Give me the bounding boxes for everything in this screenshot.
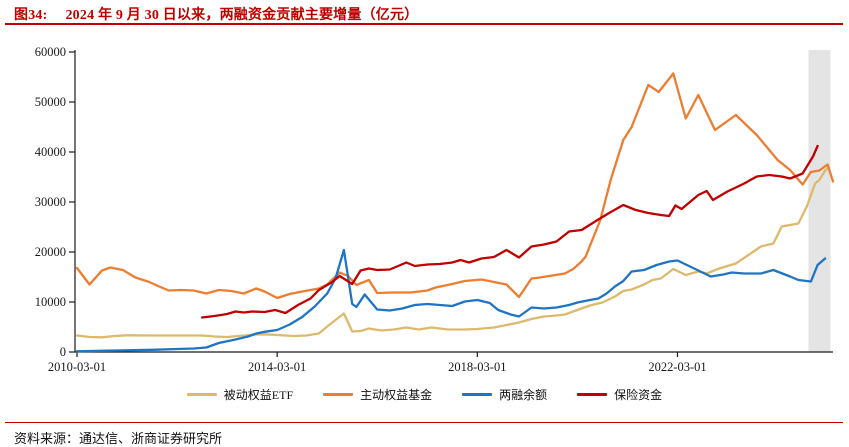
line-chart: 0 10000 20000 30000 40000 50000 60000 2010-03-0…	[35, 45, 835, 374]
series-line-passive-equity-etf	[75, 166, 830, 339]
highlight-band	[808, 50, 831, 352]
chart-legend: 被动权益ETF 主动权益基金 两融余额 保险资金	[0, 386, 849, 403]
y-axis-label: 40000	[35, 145, 66, 159]
y-axis-label: 10000	[35, 295, 66, 309]
legend-item-active-equity-fund: 主动权益基金	[323, 386, 432, 403]
legend-swatch-margin-balance	[462, 393, 493, 396]
legend-label-margin-balance: 两融余额	[499, 388, 548, 402]
source-divider-line	[5, 422, 843, 423]
source-note: 资料来源：通达信、浙商证券研究所	[14, 431, 223, 446]
x-axis-label: 2018-03-01	[448, 360, 506, 374]
x-axis-label: 2010-03-01	[48, 360, 106, 374]
legend-label-insurance-funds: 保险资金	[614, 388, 663, 402]
y-axis-label: 60000	[35, 45, 66, 59]
y-axis-label: 30000	[35, 195, 66, 209]
series-line-insurance-funds	[200, 144, 819, 319]
legend-swatch-active-equity-fund	[323, 393, 354, 396]
y-axis-label: 20000	[35, 245, 66, 259]
legend-swatch-passive-equity-etf	[186, 393, 217, 396]
figure-caption: 2024 年 9 月 30 日以来，两融资金贡献主要增量（亿元）	[65, 8, 419, 23]
x-axis-label: 2022-03-01	[648, 360, 706, 374]
x-axis-label: 2014-03-01	[248, 360, 306, 374]
series-line-margin-balance	[75, 248, 827, 353]
title-divider-line	[5, 23, 843, 25]
legend-item-passive-equity-etf: 被动权益ETF	[186, 386, 294, 403]
series-line-active-equity-fund	[75, 72, 835, 300]
legend-item-margin-balance: 两融余额	[462, 386, 547, 403]
figure-number-label: 图34:	[14, 8, 48, 23]
legend-item-insurance-funds: 保险资金	[577, 386, 662, 403]
y-axis-label: 50000	[35, 95, 66, 109]
legend-label-active-equity-fund: 主动权益基金	[360, 388, 433, 402]
legend-label-passive-equity-etf: 被动权益ETF	[223, 388, 294, 402]
legend-swatch-insurance-funds	[577, 393, 608, 396]
figure-title: 图34: 2024 年 9 月 30 日以来，两融资金贡献主要增量（亿元）	[14, 4, 418, 24]
y-axis-label: 0	[60, 345, 66, 359]
